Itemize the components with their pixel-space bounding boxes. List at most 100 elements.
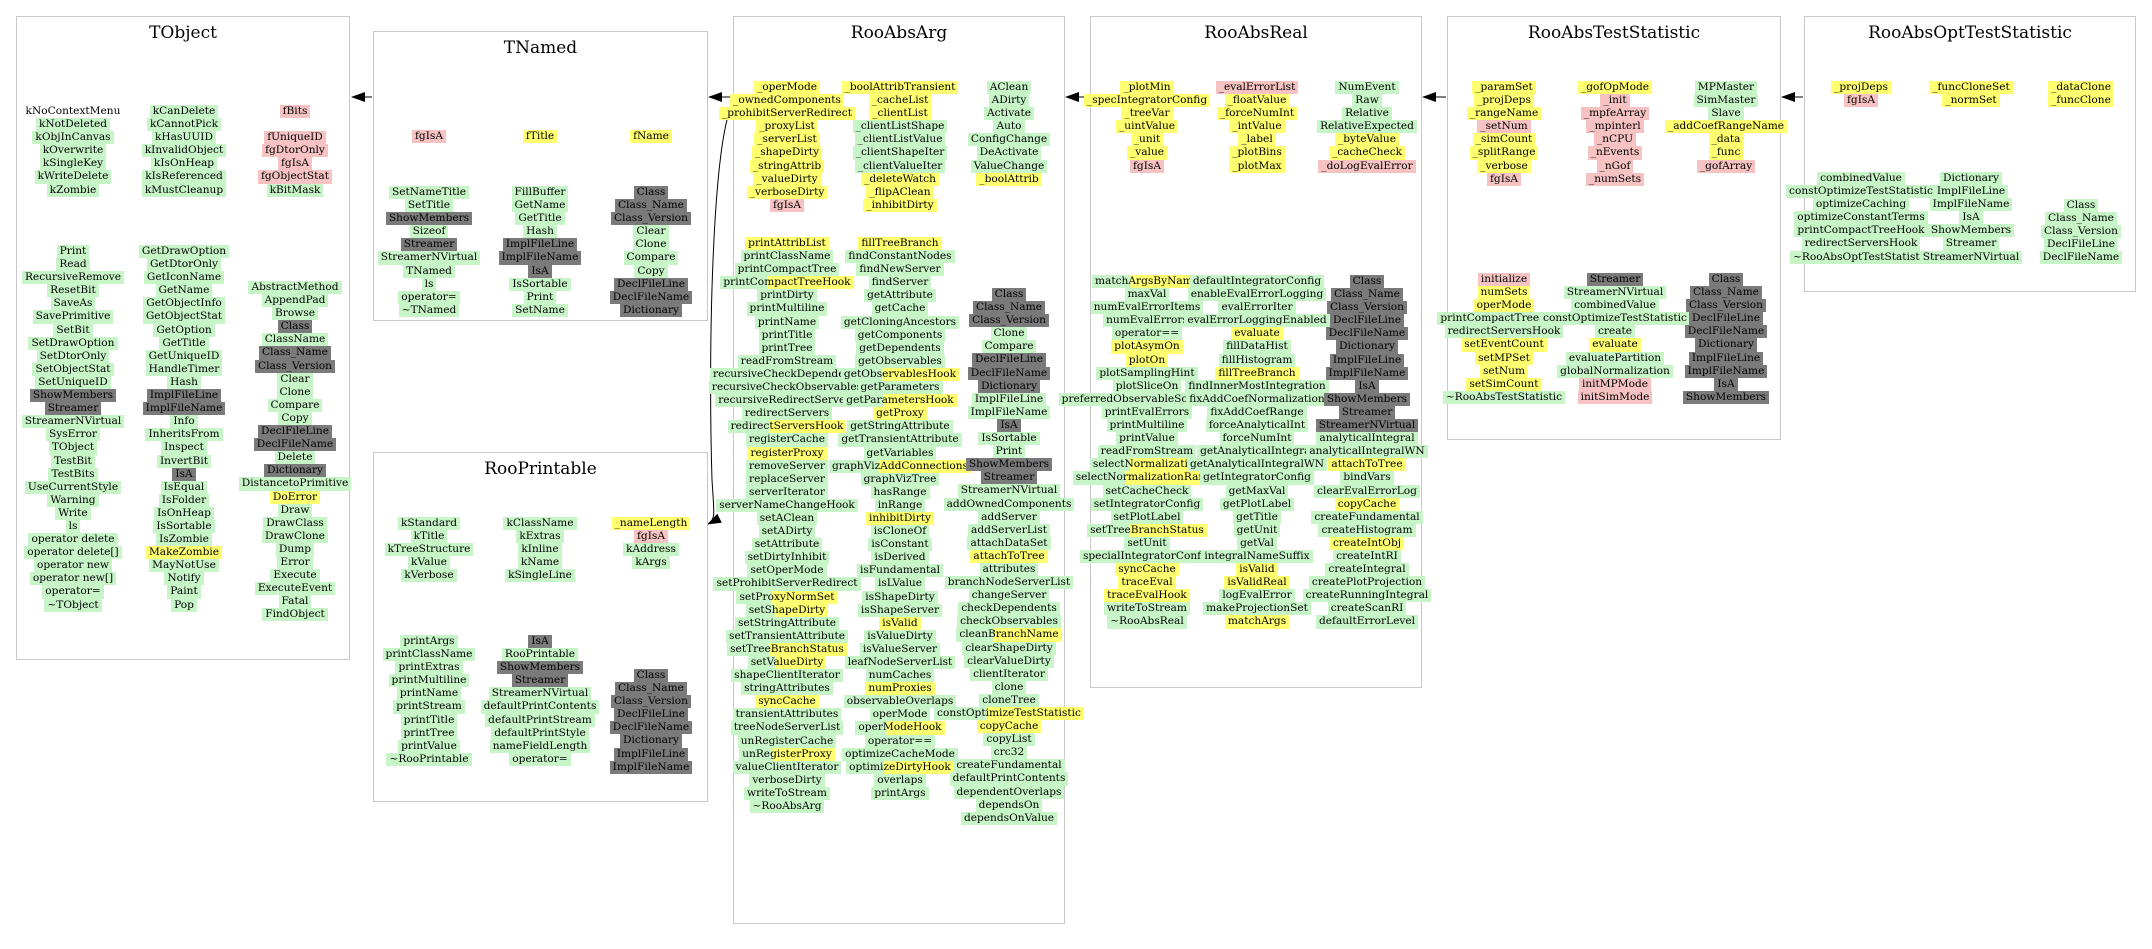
member[interactable]: inhibitDirty [865,511,935,526]
member[interactable]: getAnalyticalIntegralWN [1187,458,1327,472]
member[interactable]: operator new[] [29,572,117,586]
member[interactable]: ConfigChange [967,133,1051,147]
member[interactable]: fTitle [522,130,558,144]
member[interactable]: fgIsA [1130,159,1164,173]
member[interactable]: _prohibitServerRedirect [718,107,855,121]
member[interactable]: _paramSet [1472,81,1536,95]
member[interactable]: _simCount [1472,133,1536,147]
member[interactable]: kMustCleanup [141,183,227,197]
member[interactable]: numEvalErrorItems [1090,301,1204,315]
member[interactable]: kOverwrite [39,144,107,158]
member[interactable]: SysError [46,428,100,442]
member[interactable]: _mpfeArray [1580,107,1650,121]
member[interactable]: kInline [518,543,562,557]
member[interactable]: constOptimizeTestStatistic [1540,312,1690,326]
member[interactable]: Class_Name [973,301,1045,315]
member[interactable]: SetUniqueID [35,375,111,390]
member[interactable]: StreamerNVirtual [21,415,125,429]
member[interactable]: Class_Version [2040,225,2122,239]
member[interactable]: FindObject [262,608,328,622]
member[interactable]: _evalErrorList [1215,81,1299,95]
member[interactable]: redirectServersHook [727,420,847,434]
member[interactable]: setEventCount [1461,338,1547,352]
member[interactable]: Clear [277,372,313,386]
member[interactable]: TObject [48,441,98,455]
member[interactable]: Class [991,288,1027,302]
member[interactable]: Notify [164,572,204,586]
member[interactable]: _verbose [1477,159,1531,173]
member[interactable]: StreamerNVirtual [957,484,1061,498]
member[interactable]: defaultIntegratorConfig [1189,275,1325,289]
member[interactable]: DeclFileName [609,721,693,735]
member[interactable]: Streamer [1942,237,2000,251]
member[interactable]: getDependents [856,341,944,355]
member[interactable]: StreamerNVirtual [1919,250,2023,264]
member[interactable]: fgDtorOnly [262,144,328,158]
member[interactable]: printMultiline [1106,419,1188,433]
member[interactable]: addOwnedComponents [943,497,1075,511]
member[interactable]: _nEvents [1587,146,1643,160]
member[interactable]: Class_Version [610,695,692,709]
member[interactable]: _doLogEvalError [1318,159,1416,173]
member[interactable]: operator= [509,752,571,766]
member[interactable]: isValid [879,616,921,630]
member[interactable]: fgIsA [1844,94,1878,108]
member[interactable]: TestBit [51,454,95,468]
member[interactable]: dependentOverlaps [953,785,1065,799]
member[interactable]: operator== [1111,327,1183,341]
member[interactable]: Raw [1352,94,1382,108]
member[interactable]: fgObjectStat [257,170,332,184]
member[interactable]: Warning [47,493,99,507]
member[interactable]: attachDataSet [967,536,1051,550]
member[interactable]: _plotBins [1229,146,1285,160]
member[interactable]: _clientShapeIter [852,146,948,160]
member[interactable]: matchArgsByName [1092,275,1202,289]
member[interactable]: printTree [400,726,458,740]
member[interactable]: Class [1349,275,1385,289]
member[interactable]: DeclFileLine [1330,314,1404,328]
member[interactable]: _cacheList [868,94,932,108]
member[interactable]: optimizeConstantTerms [1794,211,1928,225]
member[interactable]: GetTitle [515,212,565,226]
member[interactable]: hasRange [870,485,930,499]
member[interactable]: recursiveCheckDependents [710,367,864,382]
member[interactable]: kSingleKey [39,157,107,171]
member[interactable]: GetUniqueID [145,349,223,363]
member[interactable]: Clone [990,327,1028,341]
member[interactable]: AClean [986,81,1032,95]
member[interactable]: getIntegratorConfig [1200,471,1314,485]
member[interactable]: _value [1126,146,1168,160]
member[interactable]: selectNormalization [1089,458,1205,472]
member[interactable]: fgIsA [278,157,312,171]
member[interactable]: _mpinterl [1586,120,1644,134]
member[interactable]: MayNotUse [149,559,219,573]
member[interactable]: _normSet [1942,94,2000,108]
member[interactable]: unRegisterCache [737,734,837,748]
member[interactable]: setTransientAttribute [726,629,848,643]
member[interactable]: operator== [864,734,936,748]
member[interactable]: createFundamental [953,759,1065,773]
member[interactable]: setProhibitServerRedirect [713,577,861,591]
member[interactable]: createPlotProjection [1308,576,1426,590]
member[interactable]: kClassName [503,517,577,531]
member[interactable]: SaveAs [50,297,96,311]
member[interactable]: constOptimizeTestStatistic [1786,185,1936,199]
member[interactable]: printEvalErrors [1101,405,1193,420]
member[interactable]: operator delete[] [24,546,122,560]
member[interactable]: Class_Name [1331,288,1403,302]
member[interactable]: operMode [869,708,931,722]
member[interactable]: Streamer [400,238,458,252]
member[interactable]: Dictionary [619,734,683,748]
member[interactable]: GetDtorOnly [146,258,222,272]
member[interactable]: operator= [42,585,104,599]
member[interactable]: getCloningAncestors [840,315,960,329]
member[interactable] [292,118,298,131]
member[interactable]: serverIterator [746,485,828,499]
member[interactable]: getProxy [873,407,927,421]
member[interactable]: analyticalIntegral [1316,432,1418,446]
member[interactable]: _funcCloneSet [1929,81,2013,95]
member[interactable]: Read [56,258,90,272]
member[interactable]: isDerived [871,551,929,565]
member[interactable]: _treeVar [1121,107,1173,121]
member[interactable]: defaultPrintStyle [491,726,589,740]
